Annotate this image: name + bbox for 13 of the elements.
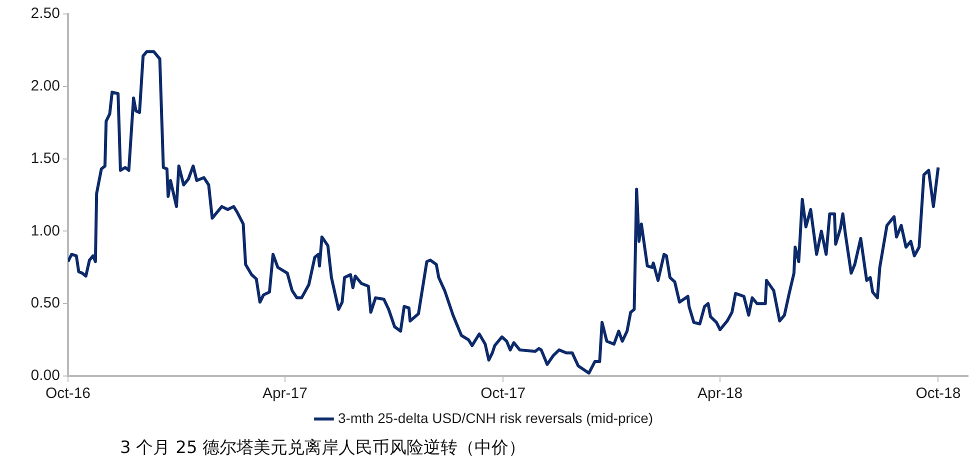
x-tick-label: Oct-17 (480, 385, 526, 402)
y-tick-label: 2.00 (30, 78, 60, 95)
x-tick-label: Oct-18 (916, 385, 961, 402)
x-tick-label: Apr-18 (698, 385, 743, 402)
text: 3 个月 25 德尔塔美元兑离岸人民币风险逆转（中价） (120, 437, 526, 459)
y-tick-label: 0.50 (30, 294, 60, 312)
y-tick-label: 1.50 (30, 150, 60, 167)
y-tick-label: 2.50 (30, 5, 60, 22)
x-tick-label: Oct-16 (45, 385, 91, 402)
x-tick-label: Apr-17 (262, 385, 308, 402)
y-tick-label: 1.00 (30, 222, 60, 240)
legend-label: 3-mth 25-delta USD/CNH risk reversals (mid-price) (338, 410, 654, 426)
y-tick-label: 0.00 (30, 367, 60, 384)
